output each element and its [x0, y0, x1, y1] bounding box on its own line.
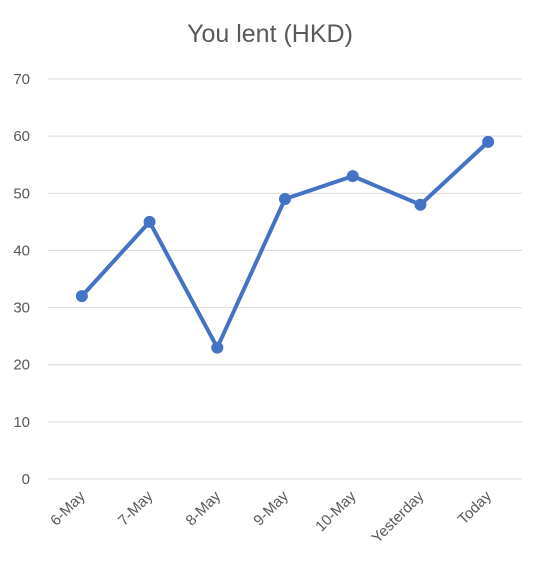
y-tick-label: 0: [22, 471, 30, 488]
x-axis-ticks: 6-May 7-May 8-May 9-May 10-May Yesterday Today: [47, 487, 495, 546]
y-tick-label: 60: [13, 128, 30, 145]
x-tick-label: Yesterday: [368, 487, 427, 546]
data-point: [414, 198, 427, 211]
y-tick-label: 40: [13, 242, 30, 259]
gridlines: [48, 78, 522, 480]
y-tick-label: 70: [13, 71, 30, 88]
series-line: [79, 139, 491, 350]
chart-title: You lent (HKD): [187, 20, 353, 48]
y-tick-label: 50: [13, 185, 30, 202]
y-tick-label: 20: [13, 357, 30, 374]
data-point: [482, 135, 495, 148]
x-tick-label: 9-May: [250, 487, 292, 529]
data-point: [75, 290, 88, 303]
x-tick-label: 6-May: [47, 487, 89, 529]
x-tick-label: 7-May: [115, 487, 157, 529]
y-axis-ticks: 0 10 20 30 40 50 60 70: [13, 71, 30, 488]
x-tick-label: Today: [455, 487, 496, 528]
data-point: [143, 215, 156, 228]
x-tick-label: 8-May: [183, 487, 225, 529]
y-tick-label: 30: [13, 300, 30, 317]
y-tick-label: 10: [13, 414, 30, 431]
series-layer: [75, 135, 495, 354]
x-tick-label: 10-May: [312, 487, 360, 535]
data-point: [279, 193, 291, 205]
data-point: [346, 170, 359, 183]
data-point: [211, 341, 224, 354]
